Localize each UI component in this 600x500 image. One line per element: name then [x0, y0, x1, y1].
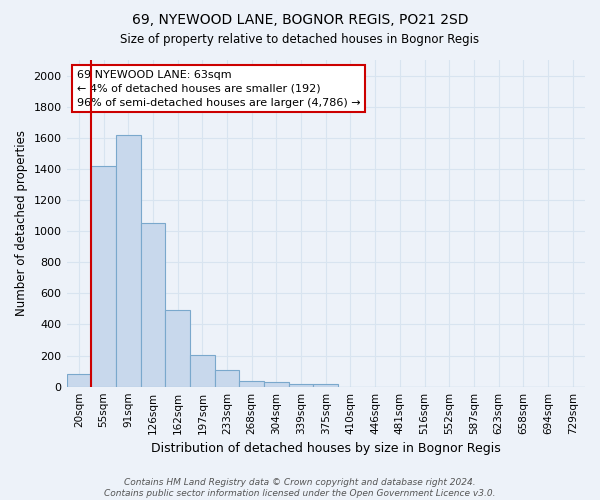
- X-axis label: Distribution of detached houses by size in Bognor Regis: Distribution of detached houses by size …: [151, 442, 500, 455]
- Y-axis label: Number of detached properties: Number of detached properties: [15, 130, 28, 316]
- Bar: [67, 374, 91, 386]
- Bar: [140, 224, 165, 386]
- Text: 69, NYEWOOD LANE, BOGNOR REGIS, PO21 2SD: 69, NYEWOOD LANE, BOGNOR REGIS, PO21 2SD: [132, 12, 468, 26]
- Text: Size of property relative to detached houses in Bognor Regis: Size of property relative to detached ho…: [121, 32, 479, 46]
- Bar: [116, 134, 140, 386]
- Bar: [215, 370, 239, 386]
- Text: 69 NYEWOOD LANE: 63sqm
← 4% of detached houses are smaller (192)
96% of semi-det: 69 NYEWOOD LANE: 63sqm ← 4% of detached …: [77, 70, 361, 108]
- Bar: [289, 384, 313, 386]
- Bar: [313, 384, 338, 386]
- Bar: [165, 310, 190, 386]
- Text: Contains HM Land Registry data © Crown copyright and database right 2024.
Contai: Contains HM Land Registry data © Crown c…: [104, 478, 496, 498]
- Bar: [91, 166, 116, 386]
- Bar: [190, 355, 215, 386]
- Bar: [239, 381, 264, 386]
- Bar: [264, 382, 289, 386]
